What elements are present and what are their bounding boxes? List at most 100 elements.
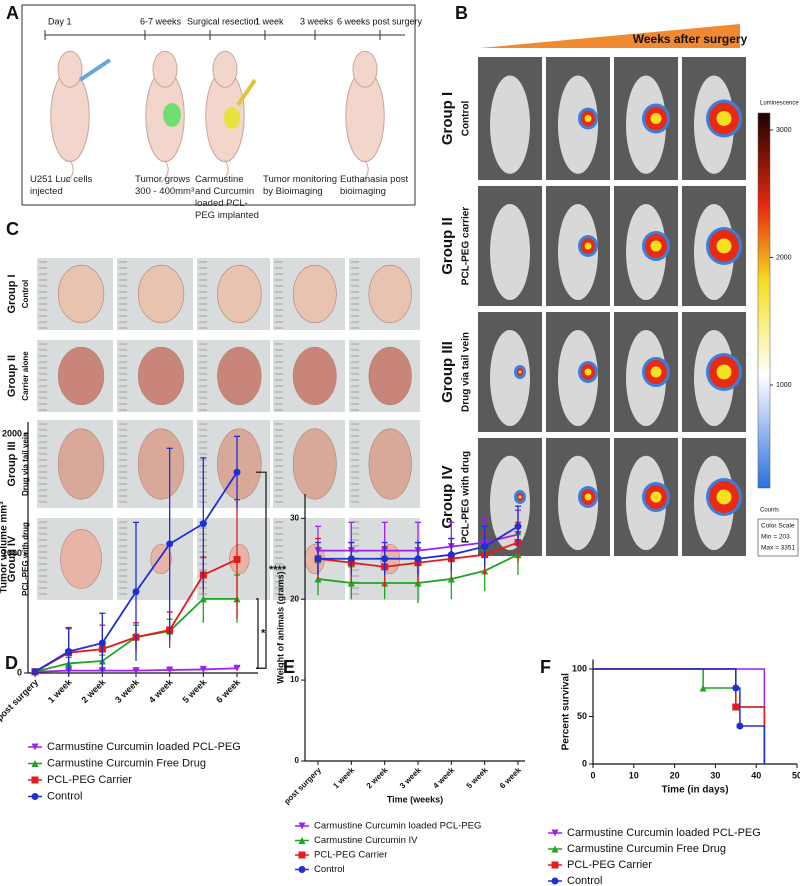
legend-label: Carmustine Curcumin loaded PCL-PEG [314,821,481,832]
marker [699,684,707,692]
signal [584,242,592,250]
marker [551,845,559,853]
timeline-label: 3 weeks [300,16,334,26]
survival-line [593,668,766,764]
marker [31,776,39,784]
marker [481,543,489,551]
y-axis-label: Weight of animals (grams) [275,571,285,683]
x-tick-label: 0 [590,770,595,780]
timeline-label: 6-7 weeks [140,16,182,26]
signal [518,495,522,499]
timeline-note: Euthanasia post bioimaging [340,174,409,197]
mouse-silhouette [558,455,598,551]
group-sublabel: Control [461,101,472,137]
timeline-label: 1 week [255,16,284,26]
x-tick-label: 30 [710,770,720,780]
marker [347,555,355,563]
legend-label: Carmustine Curcumin Free Drug [567,843,726,855]
timeline-note: Carmustine and Curcumin loaded PCL-PEG i… [195,174,259,221]
timeline-label: Day 1 [48,16,72,26]
y-tick-label: 0 [582,758,587,768]
y-tick-label: 1000 [2,548,22,558]
y-axis-label: Percent survival [561,673,572,750]
y-tick-label: 2000 [2,428,22,438]
group-label: Group IV [6,535,18,582]
marker [381,555,389,563]
y-tick-label: 10 [290,675,299,684]
tumor [150,543,172,575]
y-tick-label: 20 [290,594,299,603]
mouse-silhouette [558,204,598,300]
significance-bracket [256,471,267,669]
marker [233,468,241,476]
colorbar-tick-label: 2000 [776,254,792,261]
x-tick-label: 4 week [431,765,456,790]
y-tick-label: 100 [572,663,587,673]
mouse-silhouette [558,330,598,426]
mouse-tail [65,160,74,183]
colorbar-tick-label: 1000 [776,382,792,389]
marker [31,668,39,676]
significance-label: * [261,627,266,639]
signal [650,366,662,378]
significance-label: **** [269,564,287,576]
marker [199,520,207,528]
group-sublabel: Control [21,280,30,308]
tumor [292,428,337,500]
signal [716,111,732,126]
tumor [217,428,262,500]
wedge-label: Weeks after surgery [633,32,748,46]
tumor [137,428,185,500]
mouse-head [212,50,238,88]
mouse-illustration [345,50,385,183]
tumor [368,264,412,324]
weeks-wedge [480,24,740,48]
x-tick-label: 50 [792,770,800,780]
marker [298,851,306,859]
group-label: Group III [6,441,18,486]
x-tick-label: 2 week [365,765,390,790]
significance-bracket [256,598,259,669]
signal [584,368,592,376]
marker [98,639,106,647]
x-tick-label: post surgery [282,765,323,806]
legend-label: Carmustine Curcumin Free Drug [47,757,206,769]
x-tick-label: 3 week [113,676,142,705]
legend-label: PCL-PEG Carrier [567,859,652,871]
legend-label: Carmustine Curcumin IV [314,835,418,846]
mouse-illustration [50,50,90,183]
legend-label: Carmustine Curcumin loaded PCL-PEG [47,741,241,753]
timeline-note: Tumor grows 300 - 400mm³ [135,174,195,197]
tumor [57,346,105,406]
signal [716,364,732,380]
panel-letter: B [455,3,468,23]
legend-label: Control [47,790,82,802]
group-sublabel: PCL-PEG with drug [21,522,30,596]
tumor [60,529,102,589]
x-tick-label: 6 week [214,676,243,705]
mouse-silhouette [490,330,530,426]
marker [233,555,241,563]
panel-a-frame [21,4,416,206]
survival-line [593,668,766,764]
marker [447,551,455,559]
x-tick-label: 5 week [465,765,490,790]
marker [31,743,39,751]
scale-text: Max = 3351 [761,545,796,552]
colorbar-title: Luminescence [760,101,799,107]
panel-letter: D [5,653,18,673]
x-tick-label: 6 week [498,765,523,790]
signal [584,493,592,501]
y-tick-label: 0 [17,667,22,677]
legend-label: Control [567,875,602,886]
tumor [217,346,262,406]
mouse-head [152,50,178,88]
panel-letter: E [283,657,295,677]
marker [298,866,306,873]
tumor [292,346,337,406]
signal [518,370,522,374]
marker [166,540,174,548]
tumor [137,264,185,324]
x-tick-label: post surgery [0,677,40,723]
